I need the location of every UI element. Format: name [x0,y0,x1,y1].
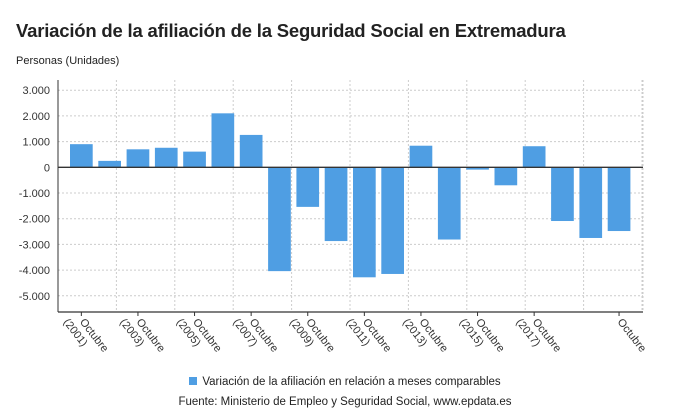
x-tick-label: Octubre(2015) [457,309,507,363]
x-tick-label: Octubre(2011) [344,309,394,363]
bar [126,149,150,168]
bar [579,167,603,238]
x-tick-label: Octubre(2007) [230,309,280,363]
bar [437,167,461,240]
bar [211,113,235,168]
y-tick-label: 3.000 [22,85,50,97]
bar [466,167,489,170]
legend: Variación de la afiliación en relación a… [0,376,690,388]
y-tick-label: -5.000 [19,291,50,303]
legend-label: Variación de la afiliación en relación a… [202,376,501,388]
y-tick-label: -3.000 [19,239,50,251]
y-tick-label: -2.000 [19,214,50,226]
chart-title: Variación de la afiliación de la Segurid… [16,20,566,41]
bar [70,144,93,168]
x-tick-label: Octubre(2003) [117,309,167,363]
legend-swatch [189,377,198,385]
bar [154,147,178,168]
bar [98,160,121,168]
y-tick-label: 1.000 [22,137,50,149]
bar [381,167,404,274]
y-tick-label: -1.000 [19,188,50,200]
bar [494,167,518,186]
x-tick-label: Octubre(2001) [61,309,111,363]
bar [522,146,546,168]
source-note: Fuente: Ministerio de Empleo y Seguridad… [178,396,512,408]
bar [183,151,206,168]
bar [296,167,320,207]
x-tick-label: Octubre(2009) [287,309,337,363]
bar [607,167,631,232]
bar-chart: 3.000 2.000 1.000 0 -1.000 -2.000 -3.000 -4.000… [19,80,649,363]
x-tick-label: Octubre(2005) [174,309,224,363]
x-tick-label: Octubre(2013) [400,309,450,363]
x-tick-label: Octubre(2017) [513,309,563,363]
bar [353,167,376,278]
y-tick-label: -4.000 [19,265,50,277]
y-tick-label: 0 [44,162,50,174]
bar [409,145,433,168]
y-axis-label: Personas (Unidades) [16,55,120,67]
y-tick-label: 2.000 [22,111,50,123]
bar [268,167,291,272]
bar [551,167,574,222]
bar [239,134,263,168]
x-tick-label: Octubre [615,316,649,354]
bar [324,167,348,242]
